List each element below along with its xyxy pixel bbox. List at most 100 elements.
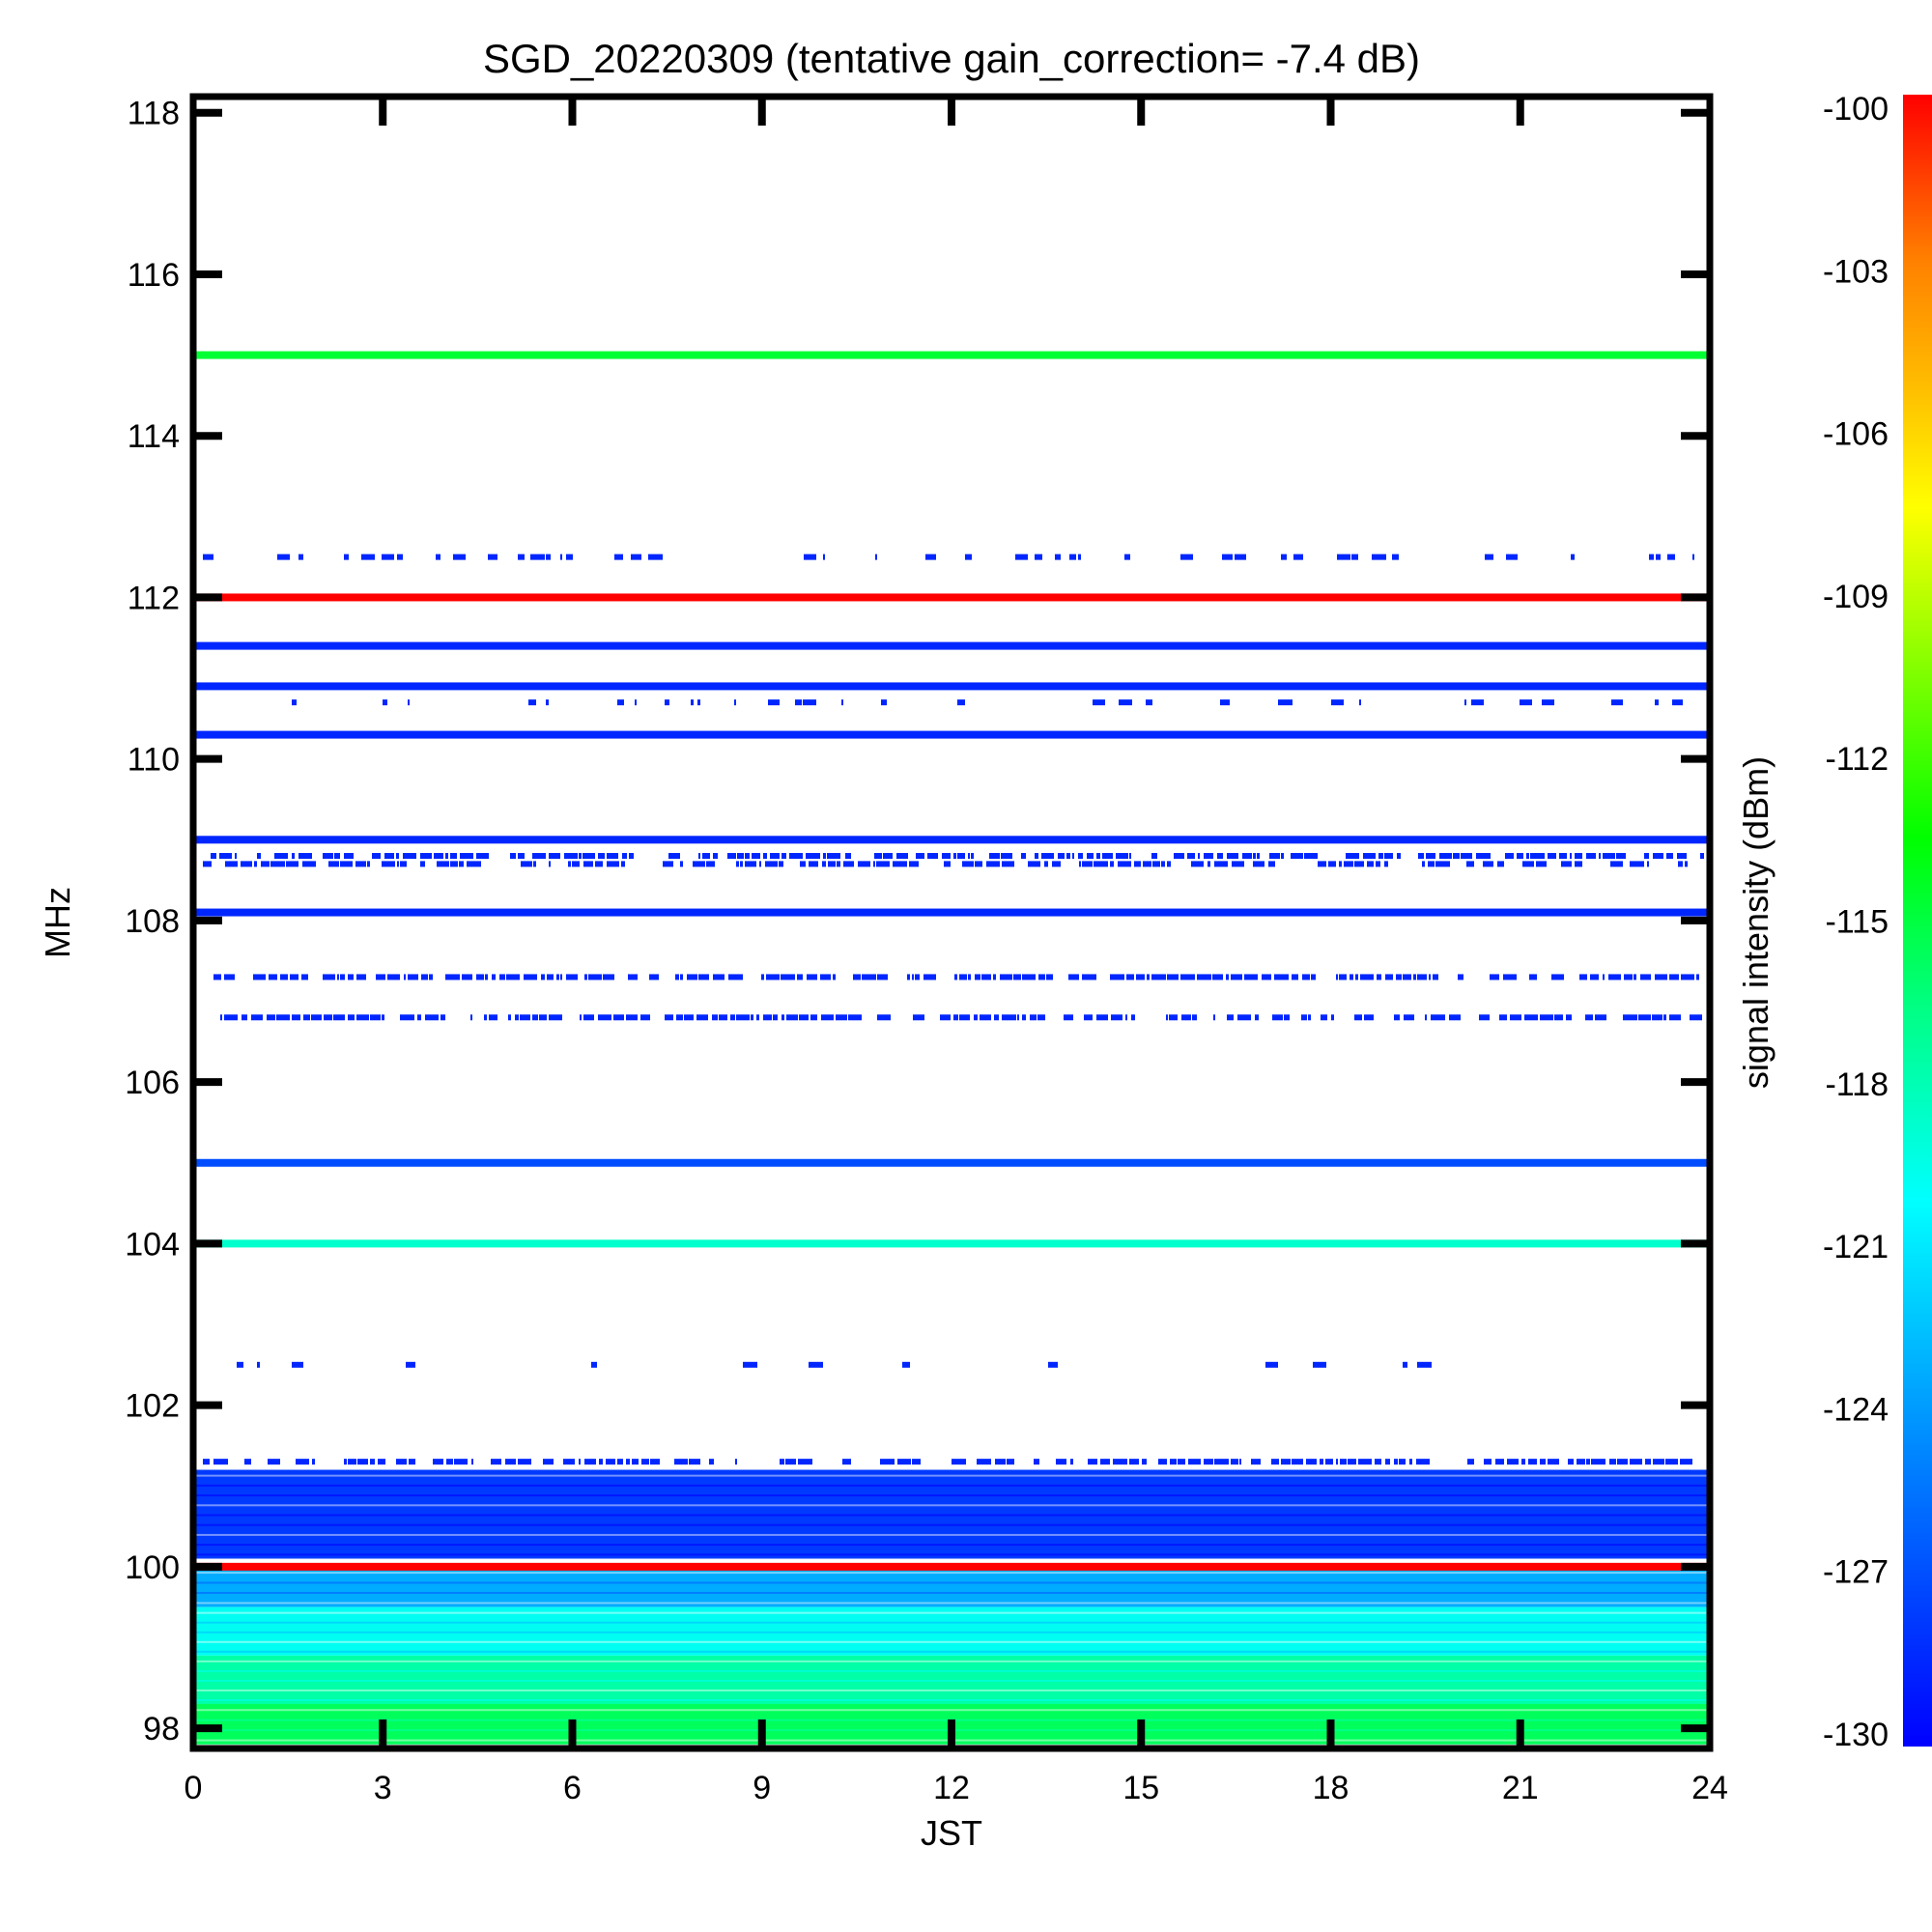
- x-tick-label: 6: [563, 1770, 582, 1806]
- noise-floor-texture: [193, 1514, 1710, 1517]
- noise-floor-texture: [193, 1504, 1710, 1507]
- intermittent-signal: [1495, 1459, 1504, 1465]
- x-tick-label: 21: [1502, 1770, 1539, 1806]
- intermittent-signal: [779, 861, 783, 867]
- intermittent-signal: [1354, 1014, 1362, 1021]
- intermittent-signal: [1181, 1014, 1191, 1021]
- intermittent-signal: [944, 861, 951, 867]
- intermittent-signal: [1376, 861, 1380, 867]
- intermittent-signal: [1147, 974, 1150, 980]
- intermittent-signal: [446, 1459, 453, 1465]
- intermittent-signal: [1394, 1014, 1400, 1021]
- intermittent-signal: [224, 1014, 238, 1021]
- intermittent-signal: [693, 861, 705, 867]
- noise-floor-texture: [193, 1591, 1710, 1594]
- intermittent-signal: [1429, 974, 1431, 980]
- intermittent-signal: [1331, 699, 1344, 706]
- intermittent-signal: [1548, 853, 1556, 860]
- intermittent-signal: [1666, 853, 1673, 860]
- intermittent-signal: [488, 554, 497, 560]
- y-axis: 98 100 102 104 106 108 110 112 114 116 118: [125, 96, 1710, 1747]
- intermittent-signal: [1214, 861, 1228, 867]
- intermittent-signal: [1375, 1459, 1381, 1465]
- intermittent-signal: [292, 1014, 300, 1021]
- intermittent-signal: [1255, 1014, 1259, 1021]
- intermittent-signal: [378, 1459, 385, 1465]
- intermittent-signal: [730, 1014, 735, 1021]
- colorbar-tick-label: -103: [1823, 253, 1889, 290]
- intermittent-signal: [203, 1459, 210, 1465]
- intermittent-signal: [1066, 853, 1070, 860]
- intermittent-signal: [1292, 974, 1298, 980]
- intermittent-signal: [649, 974, 659, 980]
- intermittent-signal: [1603, 853, 1615, 860]
- intermittent-signal: [1078, 853, 1083, 860]
- intermittent-signal: [896, 853, 908, 860]
- intermittent-signal: [1253, 861, 1264, 867]
- intermittent-signal: [965, 554, 972, 560]
- intermittent-signal: [1328, 861, 1336, 867]
- intermittent-signal: [823, 853, 826, 860]
- intermittent-signal: [702, 853, 710, 860]
- intermittent-signal: [1603, 974, 1605, 980]
- intermittent-signal: [445, 974, 460, 980]
- intermittent-signal: [1030, 1014, 1037, 1021]
- intermittent-signal: [1416, 1459, 1430, 1465]
- intermittent-signal: [1232, 861, 1244, 867]
- intermittent-signal: [1522, 861, 1534, 867]
- intermittent-signal: [1394, 1459, 1398, 1465]
- intermittent-signal: [253, 974, 266, 980]
- intermittent-signal: [1262, 974, 1271, 980]
- intermittent-signal: [292, 853, 295, 860]
- intermittent-signal: [942, 853, 951, 860]
- intermittent-signal: [745, 853, 750, 860]
- intermittent-signal: [1471, 699, 1484, 706]
- intermittent-signal: [1479, 1014, 1490, 1021]
- intermittent-signal: [1037, 1014, 1045, 1021]
- intermittent-signal: [1425, 1014, 1427, 1021]
- intermittent-signal: [1364, 1014, 1374, 1021]
- intermittent-signal: [1530, 853, 1545, 860]
- intermittent-signal: [533, 861, 536, 867]
- intermittent-signal: [1690, 1014, 1702, 1021]
- intermittent-signal: [736, 861, 739, 867]
- intermittent-signal: [674, 1459, 688, 1465]
- intermittent-signal: [617, 699, 624, 706]
- intermittent-signal: [1231, 1459, 1238, 1465]
- intermittent-signal: [1599, 853, 1601, 860]
- intermittent-signal: [1096, 853, 1100, 860]
- intermittent-signal: [396, 853, 399, 860]
- noise-floor-texture: [193, 1631, 1710, 1634]
- intermittent-signal: [328, 861, 339, 867]
- intermittent-signal: [809, 1361, 823, 1368]
- intermittent-signal: [1339, 974, 1347, 980]
- intermittent-signal: [1609, 1459, 1616, 1465]
- intermittent-signal: [606, 1459, 615, 1465]
- intermittent-signal: [1035, 853, 1038, 860]
- intermittent-signal: [508, 1014, 511, 1021]
- intermittent-signal: [1385, 974, 1393, 980]
- intermittent-signal: [235, 853, 237, 860]
- x-tick-label: 12: [933, 1770, 970, 1806]
- intermittent-signal: [1503, 974, 1517, 980]
- intermittent-signal: [1678, 861, 1683, 867]
- intermittent-signal: [1433, 974, 1438, 980]
- intermittent-signal: [650, 1459, 660, 1465]
- y-tick-label: 100: [125, 1549, 180, 1586]
- intermittent-signal: [1034, 1459, 1039, 1465]
- intermittent-signal: [698, 853, 700, 860]
- intermittent-signal: [1559, 853, 1567, 860]
- intermittent-signal: [877, 1014, 891, 1021]
- intermittent-signal: [853, 974, 861, 980]
- intermittent-signal: [737, 853, 744, 860]
- intermittent-signal: [580, 1014, 582, 1021]
- intermittent-signal: [1570, 853, 1572, 860]
- intermittent-signal: [1064, 1014, 1073, 1021]
- intermittent-signal: [989, 853, 1000, 860]
- intermittent-signal: [1151, 974, 1166, 980]
- intermittent-signal: [1577, 1459, 1585, 1465]
- carrier-band: [193, 682, 1710, 691]
- intermittent-signal: [1575, 853, 1582, 860]
- intermittent-signal: [719, 1014, 727, 1021]
- intermittent-signal: [403, 853, 416, 860]
